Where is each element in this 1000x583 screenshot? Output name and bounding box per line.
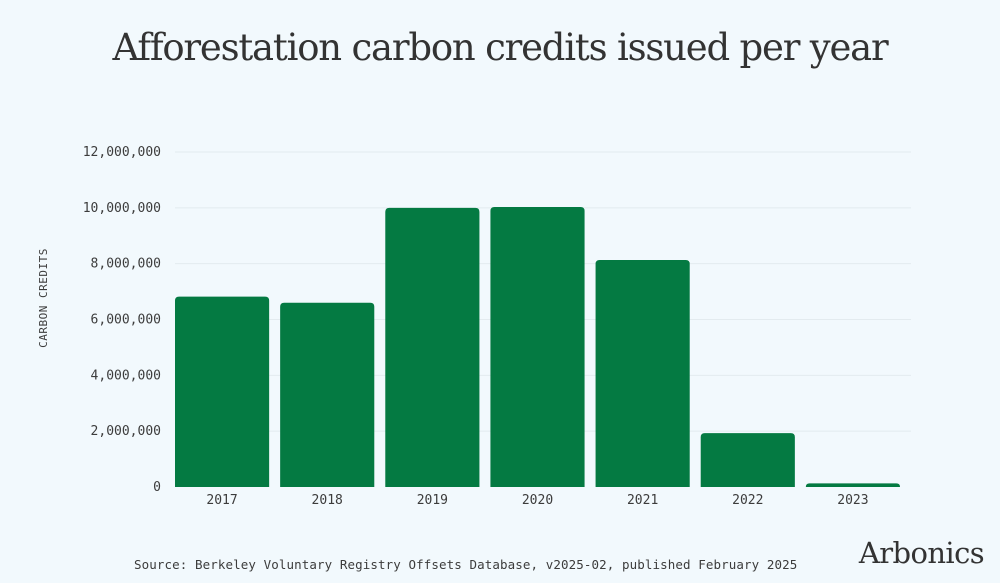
x-axis-ticks: 2017 2018 2019 2020 2021 2022 2023 <box>206 493 868 508</box>
bar-2021 <box>595 260 690 487</box>
bar-2023 <box>805 483 900 487</box>
y-tick-label: 6,000,000 <box>91 313 161 328</box>
y-tick-label: 10,000,000 <box>83 201 161 216</box>
y-tick-label: 2,000,000 <box>91 424 161 439</box>
x-tick-label: 2017 <box>206 493 237 508</box>
y-tick-label: 12,000,000 <box>83 145 161 160</box>
bar-2017 <box>175 296 270 487</box>
y-axis-ticks: 0 2,000,000 4,000,000 6,000,000 8,000,000 10,… <box>83 145 161 495</box>
x-tick-label: 2021 <box>627 493 658 508</box>
x-tick-label: 2018 <box>312 493 343 508</box>
x-tick-label: 2019 <box>417 493 448 508</box>
bar-2022 <box>700 433 795 487</box>
x-tick-label: 2020 <box>522 493 553 508</box>
x-tick-label: 2022 <box>732 493 763 508</box>
bar-2018 <box>280 302 375 487</box>
y-axis-label: CARBON CREDITS <box>37 248 50 348</box>
y-tick-label: 4,000,000 <box>91 368 161 383</box>
bar-2019 <box>385 207 480 488</box>
brand-logo: Arbonics <box>858 536 985 570</box>
y-tick-label: 8,000,000 <box>91 257 161 272</box>
y-tick-label: 0 <box>153 480 161 495</box>
chart-title: Afforestation carbon credits issued per … <box>112 26 888 69</box>
bars <box>175 206 900 488</box>
bar-2020 <box>490 206 585 487</box>
x-tick-label: 2023 <box>837 493 868 508</box>
source-note: Source: Berkeley Voluntary Registry Offs… <box>134 557 798 572</box>
